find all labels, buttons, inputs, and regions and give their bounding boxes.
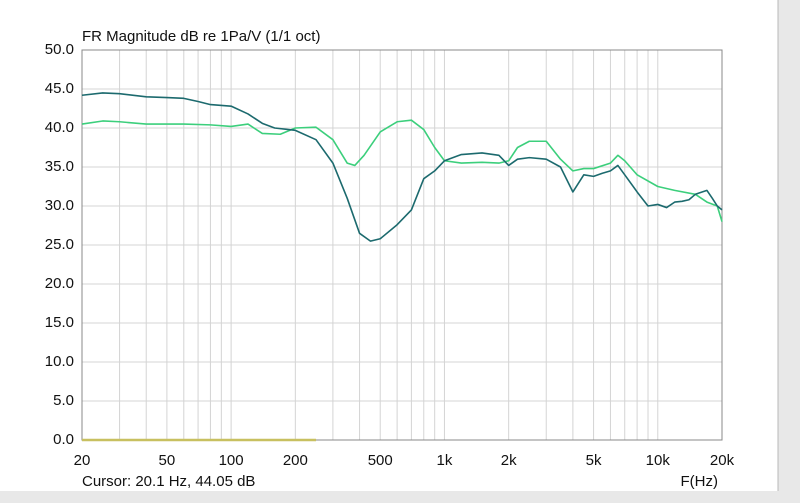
y-tick-label: 30.0 (45, 197, 74, 214)
series-line (81, 92, 723, 242)
x-axis-label: F(Hz) (681, 473, 719, 490)
x-tick-label: 500 (368, 452, 393, 469)
y-tick-label: 50.0 (45, 41, 74, 58)
y-tick-label: 15.0 (45, 314, 74, 331)
x-tick-label: 100 (219, 452, 244, 469)
y-tick-label: 10.0 (45, 353, 74, 370)
y-tick-label: 0.0 (53, 431, 74, 448)
x-tick-label: 200 (283, 452, 308, 469)
x-tick-label: 10k (646, 452, 671, 469)
y-tick-label: 20.0 (45, 275, 74, 292)
x-tick-label: 20k (710, 452, 735, 469)
x-tick-label: 5k (586, 452, 602, 469)
cursor-readout: Cursor: 20.1 Hz, 44.05 dB (82, 473, 255, 490)
y-tick-label: 40.0 (45, 119, 74, 136)
x-tick-label: 50 (159, 452, 176, 469)
plot-frame (81, 49, 723, 441)
x-tick-label: 1k (437, 452, 453, 469)
y-tick-label: 25.0 (45, 236, 74, 253)
x-tick-label: 20 (74, 452, 91, 469)
chart-title: FR Magnitude dB re 1Pa/V (1/1 oct) (82, 28, 320, 45)
y-tick-label: 35.0 (45, 158, 74, 175)
x-tick-label: 2k (501, 452, 517, 469)
y-tick-label: 45.0 (45, 80, 74, 97)
y-tick-label: 5.0 (53, 392, 74, 409)
